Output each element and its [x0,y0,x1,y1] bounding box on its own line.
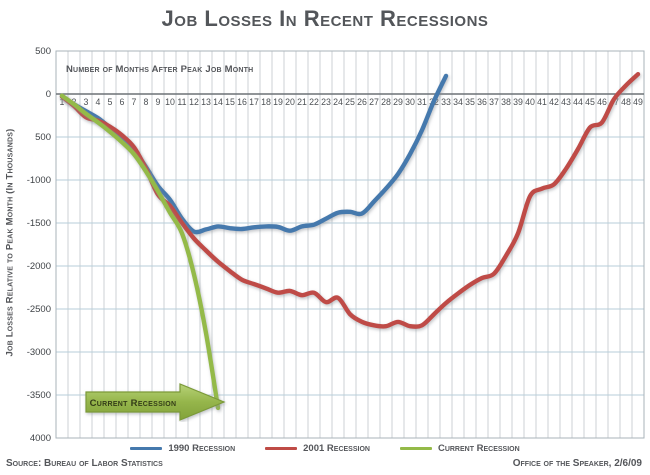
svg-text:11: 11 [177,97,186,107]
svg-text:-2500: -2500 [27,304,51,315]
legend-item-current-recession: Current Recession [399,443,520,454]
source-note: Source: Bureau of Labor Statistics [6,458,163,469]
x-tick-labels: 1 2 3 4 5 6 7 8 9 10 11 12 13 14 15 16 17 18 19 20 21 22 23 24 2… [60,97,643,107]
svg-text:49: 49 [633,97,643,107]
svg-text:45: 45 [585,97,595,107]
svg-text:27: 27 [369,97,379,107]
svg-text:3: 3 [84,97,89,107]
series-line-current-recession [59,93,221,411]
svg-text:24: 24 [333,97,343,107]
svg-text:0: 0 [46,89,51,100]
svg-text:7: 7 [132,97,137,107]
svg-text:39: 39 [513,97,523,107]
x-axis-note: Number of Months After Peak Job Month [66,64,254,75]
svg-text:30: 30 [405,97,415,107]
svg-text:26: 26 [357,97,367,107]
svg-text:33: 33 [441,97,451,107]
credit-note: Office of the Speaker, 2/6/09 [512,458,642,469]
svg-text:20: 20 [285,97,295,107]
svg-text:28: 28 [381,97,391,107]
svg-text:6: 6 [120,97,125,107]
legend-line-swatch-current [399,447,432,450]
horizontal-gridlines [56,50,644,439]
series-line-2001-recession [59,72,641,329]
legend-item-2001-recession: 2001 Recession [265,443,370,454]
current-recession-callout: Current Recession [82,382,232,422]
svg-text:38: 38 [501,97,511,107]
arrow-graphic: Current Recession [85,383,226,421]
svg-text:12: 12 [189,97,199,107]
svg-text:14: 14 [213,97,223,107]
svg-text:34: 34 [453,97,463,107]
svg-text:1: 1 [60,97,65,107]
svg-text:15: 15 [225,97,235,107]
vertical-gridlines [55,51,645,438]
svg-text:18: 18 [261,97,271,107]
arrow-label: Current Recession [90,398,177,409]
svg-text:37: 37 [489,97,499,107]
svg-text:500: 500 [35,132,51,143]
chart-legend: 1990 Recession 2001 Recession Current Re… [0,443,650,454]
svg-text:-3000: -3000 [27,347,51,358]
svg-text:41: 41 [537,97,547,107]
svg-text:29: 29 [393,97,403,107]
right-arrow-icon [85,383,226,421]
svg-text:44: 44 [573,97,583,107]
y-tick-labels: 500 0 500 -1000 -1500 -2000 -2500 -3000 -3500 400… [27,46,51,444]
legend-label-2001: 2001 Recession [303,443,370,454]
svg-text:-3500: -3500 [27,390,51,401]
svg-text:42: 42 [549,97,559,107]
svg-text:19: 19 [273,97,283,107]
legend-label-current: Current Recession [437,443,520,454]
svg-text:9: 9 [156,97,161,107]
svg-text:-1000: -1000 [27,175,51,186]
plot-border [55,50,645,439]
svg-text:21: 21 [297,97,307,107]
svg-text:36: 36 [477,97,487,107]
svg-text:5: 5 [108,97,113,107]
svg-text:40: 40 [525,97,535,107]
svg-text:46: 46 [597,97,607,107]
legend-line-swatch-2001 [265,447,298,450]
svg-text:10: 10 [165,97,175,107]
svg-text:4: 4 [96,97,101,107]
svg-text:8: 8 [144,97,149,107]
svg-text:4000: 4000 [30,433,51,444]
svg-text:23: 23 [321,97,331,107]
legend-item-1990-recession: 1990 Recession [130,443,235,454]
svg-text:25: 25 [345,97,355,107]
svg-text:31: 31 [417,97,427,107]
legend-label-1990: 1990 Recession [168,443,236,454]
svg-text:500: 500 [35,46,51,57]
svg-text:22: 22 [309,97,319,107]
svg-text:13: 13 [201,97,211,107]
svg-text:-2000: -2000 [27,261,51,272]
svg-text:43: 43 [561,97,571,107]
svg-text:48: 48 [621,97,631,107]
chart-title: Job Losses In Recent Recessions [161,6,489,31]
svg-text:17: 17 [249,97,259,107]
legend-line-swatch-1990 [130,447,163,450]
svg-text:-1500: -1500 [27,218,51,229]
svg-text:35: 35 [465,97,475,107]
svg-text:16: 16 [237,97,247,107]
